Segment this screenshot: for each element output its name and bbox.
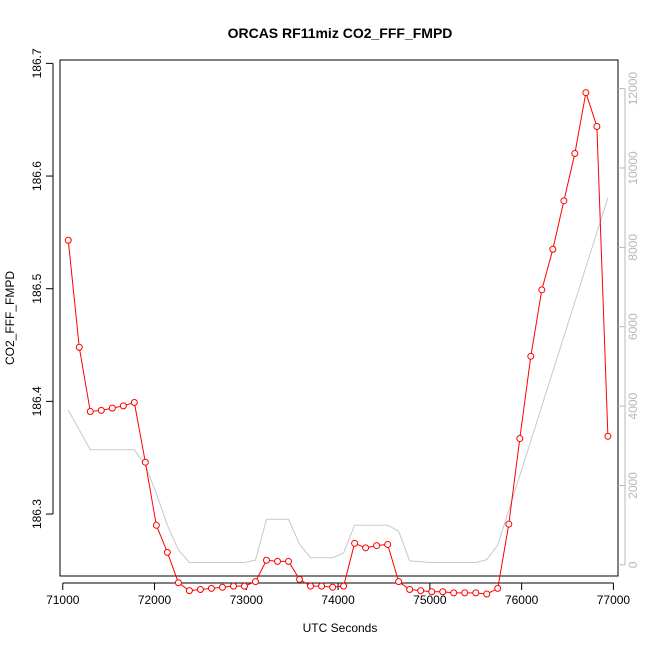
co2-data-point	[108, 404, 116, 412]
y2-tick-label: 0	[626, 561, 640, 568]
co2-data-point	[494, 584, 502, 592]
co2-data-point	[472, 589, 480, 597]
co2-data-point	[329, 583, 337, 591]
co2-data-point	[251, 578, 259, 586]
y-tick-label: 186.4	[30, 386, 44, 416]
co2-data-point	[549, 245, 557, 253]
y2-tick-label: 8000	[626, 234, 640, 261]
co2-data-point	[307, 582, 315, 590]
y2-tick-label: 4000	[626, 392, 640, 419]
series-layer	[64, 89, 612, 598]
y-tick-label: 186.3	[30, 499, 44, 529]
co2-data-point	[97, 406, 105, 414]
co2-data-point	[64, 236, 72, 244]
co2-data-point	[461, 589, 469, 597]
co2-data-point	[527, 352, 535, 360]
co2-data-point	[560, 197, 568, 205]
co2-data-point	[406, 586, 414, 594]
x-axis-label: UTC Seconds	[303, 621, 378, 635]
co2-data-point	[582, 89, 590, 97]
co2-data-point	[428, 588, 436, 596]
co2-data-point	[351, 539, 359, 547]
co2-data-point	[119, 402, 127, 410]
y-axis-label: CO2_FFF_FMPD	[3, 271, 17, 365]
y-axis-left: 186.3 186.4 186.5 186.6 186.7	[30, 48, 54, 529]
y2-tick-label: 6000	[626, 313, 640, 340]
co2-data-point	[185, 587, 193, 595]
y-tick-label: 186.7	[30, 48, 44, 78]
co2-data-point	[362, 544, 370, 552]
co2-data-point	[516, 435, 524, 443]
co2-data-point	[196, 586, 204, 594]
y2-tick-label: 12000	[626, 72, 640, 106]
x-tick-label: 71000	[46, 593, 80, 607]
secondary-series-line	[67, 197, 609, 564]
co2-data-point	[240, 582, 248, 590]
co2-data-point	[285, 557, 293, 565]
co2-data-point	[141, 458, 149, 466]
co2-data-point	[505, 520, 513, 528]
x-tick-label: 75000	[413, 593, 447, 607]
co2-data-point	[373, 542, 381, 550]
co2-data-point	[450, 589, 458, 597]
x-tick-label: 73000	[230, 593, 264, 607]
co2-data-point	[163, 548, 171, 556]
co2-data-point	[86, 408, 94, 416]
co2-data-point	[395, 578, 403, 586]
co2-data-point	[130, 398, 138, 406]
co2-data-point	[207, 584, 215, 592]
x-tick-label: 76000	[505, 593, 539, 607]
x-tick-label: 72000	[138, 593, 172, 607]
co2-data-point	[417, 587, 425, 595]
y-axis-right: 0 2000 4000 6000 8000 10000 12000	[618, 72, 640, 568]
co2-data-point	[229, 582, 237, 590]
co2-data-point	[75, 343, 83, 351]
co2-data-point	[571, 150, 579, 158]
co2-data-point	[340, 582, 348, 590]
y2-tick-label: 2000	[626, 472, 640, 499]
plot-frame	[59, 59, 619, 577]
co2-data-point	[174, 579, 182, 587]
y-tick-label: 186.5	[30, 273, 44, 303]
y-tick-label: 186.6	[30, 161, 44, 191]
co2-series-line	[67, 92, 609, 595]
co2-data-point	[604, 432, 612, 440]
x-tick-label: 77000	[597, 593, 631, 607]
co2-data-point	[318, 582, 326, 590]
co2-data-point	[439, 588, 447, 596]
chart-title: ORCAS RF11miz CO2_FFF_FMPD	[228, 25, 453, 41]
co2-data-point	[218, 583, 226, 591]
co2-data-point	[483, 590, 491, 598]
co2-data-point	[538, 286, 546, 294]
co2-data-point	[593, 122, 601, 130]
x-tick-label: 74000	[321, 593, 355, 607]
co2-data-point	[384, 540, 392, 548]
x-axis: 71000 72000 73000 74000 75000 76000 77000	[46, 582, 631, 607]
co2-data-point	[152, 521, 160, 529]
y2-tick-label: 10000	[626, 151, 640, 185]
co2-data-point	[296, 575, 304, 583]
co2-data-point	[262, 556, 270, 564]
co2-data-point	[274, 557, 282, 565]
